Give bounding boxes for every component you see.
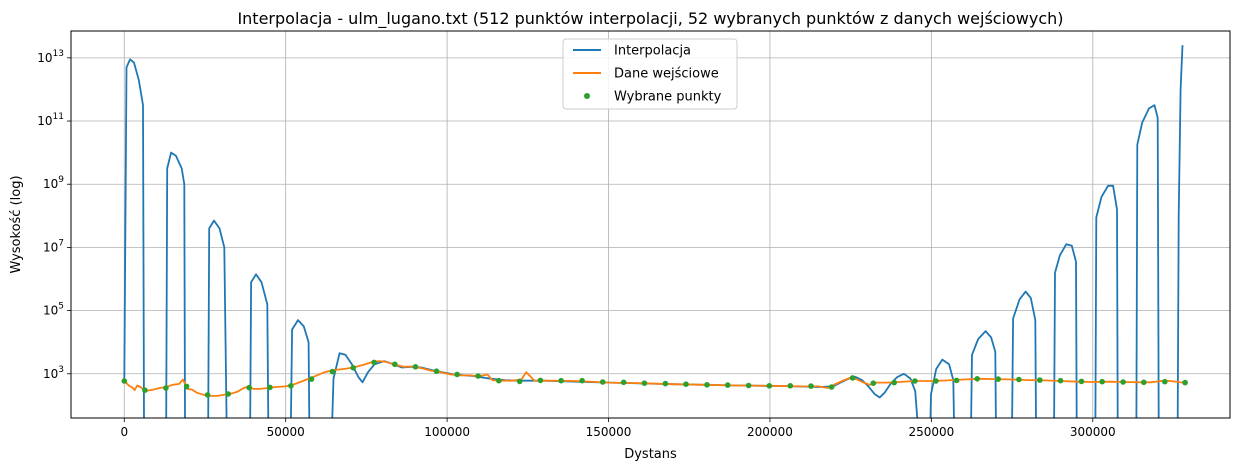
legend-label-wybrane-punkty: Wybrane punkty	[614, 90, 722, 105]
wybrany-punkt-marker	[412, 364, 419, 370]
wybrany-punkt-marker	[288, 383, 294, 389]
wybrany-punkt-marker	[433, 368, 440, 375]
wybrany-punkt-marker	[828, 384, 835, 390]
chart-title: Interpolacja - ulm_lugano.txt (512 punkt…	[237, 9, 1063, 29]
y-tick-label: 105	[43, 302, 64, 318]
y-tick-label: 1013	[37, 49, 64, 65]
wybrany-punkt-marker	[766, 383, 773, 389]
legend-label-interpolacja: Interpolacja	[614, 44, 691, 59]
x-tick-label: 200000	[747, 425, 793, 439]
wybrany-punkt-marker	[1141, 379, 1147, 386]
wybrany-punkt-marker	[849, 375, 856, 381]
wybrany-punkt-marker	[371, 359, 377, 366]
y-tick-label: 109	[43, 175, 64, 191]
interpolacja-line-segment	[1135, 104, 1160, 418]
wybrany-punkt-marker	[537, 377, 544, 384]
wybrany-punkt-marker	[392, 361, 398, 368]
wybrany-punkt-marker	[620, 379, 627, 386]
wybrany-punkt-marker	[1162, 378, 1168, 385]
wybrany-punkt-marker	[683, 381, 689, 388]
x-tick-label: 300000	[1070, 425, 1116, 439]
y-tick-label: 1011	[37, 112, 64, 128]
grid	[71, 31, 1230, 418]
wybrany-punkt-marker	[121, 378, 128, 384]
wybrany-punkt-marker	[329, 368, 336, 375]
interpolacja-line-segment	[249, 273, 270, 418]
interpolacja-line-segment	[1094, 184, 1119, 418]
wybrany-punkt-marker	[1120, 379, 1126, 385]
wybrany-punkt-marker	[912, 378, 918, 384]
wybrany-punkt-marker	[496, 377, 502, 384]
y-tick-label: 103	[43, 365, 64, 381]
legend-swatch-wybrane-punkty	[584, 93, 590, 99]
wybrany-punkt-marker	[995, 376, 1001, 382]
series-wybrane-punkty	[121, 359, 1188, 398]
x-axis-ticks: 0 50000 100000 150000 200000 250000 300000	[120, 418, 1116, 439]
interpolacja-line-segment	[207, 219, 228, 418]
x-tick-label: 100000	[424, 425, 470, 439]
legend-box	[562, 38, 738, 110]
x-axis-label: Dystans	[624, 447, 677, 462]
interpolacja-line-segment	[1053, 243, 1078, 418]
wybrany-punkt-marker	[1016, 376, 1022, 383]
plot-area	[121, 45, 1188, 418]
wybrany-punkt-marker	[475, 373, 481, 379]
wybrany-punkt-marker	[1099, 378, 1105, 385]
wybrany-punkt-marker	[454, 371, 460, 378]
wybrany-punkt-marker	[599, 379, 606, 385]
wybrany-punkt-marker	[808, 383, 814, 389]
wybrany-punkt-marker	[870, 380, 877, 387]
wybrany-punkt-marker	[933, 378, 939, 384]
x-tick-label: 50000	[267, 425, 305, 439]
wybrany-punkt-marker	[787, 383, 794, 389]
interpolacja-line-segment	[1176, 45, 1184, 418]
wybrany-punkt-marker	[704, 382, 710, 388]
legend: Interpolacja Dane wejściowe Wybrane punk…	[562, 38, 738, 110]
wybrany-punkt-marker	[745, 382, 752, 389]
wybrany-punkt-marker	[1057, 377, 1064, 384]
interpolacja-line-segment	[123, 58, 145, 418]
wybrany-punkt-marker	[891, 379, 897, 386]
interpolacja-line-segment	[970, 330, 997, 418]
dane-wejsciowe-line	[123, 360, 1184, 397]
wybrany-punkt-marker	[579, 377, 585, 384]
wybrany-punkt-marker	[516, 378, 523, 385]
wybrany-punkt-marker	[163, 385, 169, 391]
plot-frame	[70, 30, 1231, 419]
x-tick-label: 0	[120, 425, 128, 439]
interpolacja-line-segment	[165, 151, 186, 418]
x-tick-label: 250000	[908, 425, 954, 439]
legend-label-dane-wejsciowe: Dane wejściowe	[614, 67, 719, 82]
wybrany-punkt-marker	[308, 376, 315, 382]
wybrany-punkt-marker	[662, 380, 669, 387]
wybrany-punkt-marker	[953, 377, 960, 384]
wybrany-punkt-marker	[225, 391, 231, 397]
wybrany-punkt-marker	[142, 387, 148, 394]
wybrany-punkt-marker	[246, 384, 252, 391]
y-tick-label: 107	[43, 238, 64, 254]
wybrany-punkt-marker	[724, 382, 731, 388]
wybrany-punkt-marker	[1182, 379, 1188, 386]
wybrany-punkt-marker	[183, 383, 190, 390]
y-axis-ticks: 103 105 107 109 1011 1013	[37, 49, 71, 381]
wybrany-punkt-marker	[1078, 378, 1085, 385]
interpolacja-line-segment	[1011, 290, 1037, 418]
interpolacja-line-segment	[290, 319, 311, 418]
series-dane-wejsciowe	[123, 360, 1184, 397]
wybrany-punkt-marker	[641, 380, 648, 387]
wybrany-punkt-marker	[204, 392, 211, 398]
wybrany-punkt-marker	[267, 384, 273, 391]
x-tick-label: 150000	[586, 425, 632, 439]
wybrany-punkt-marker	[350, 365, 357, 371]
wybrany-punkt-marker	[558, 377, 564, 384]
y-axis-label: Wysokość (log)	[9, 175, 24, 273]
wybrany-punkt-marker	[974, 376, 980, 382]
wybrany-punkt-marker	[1037, 377, 1043, 383]
